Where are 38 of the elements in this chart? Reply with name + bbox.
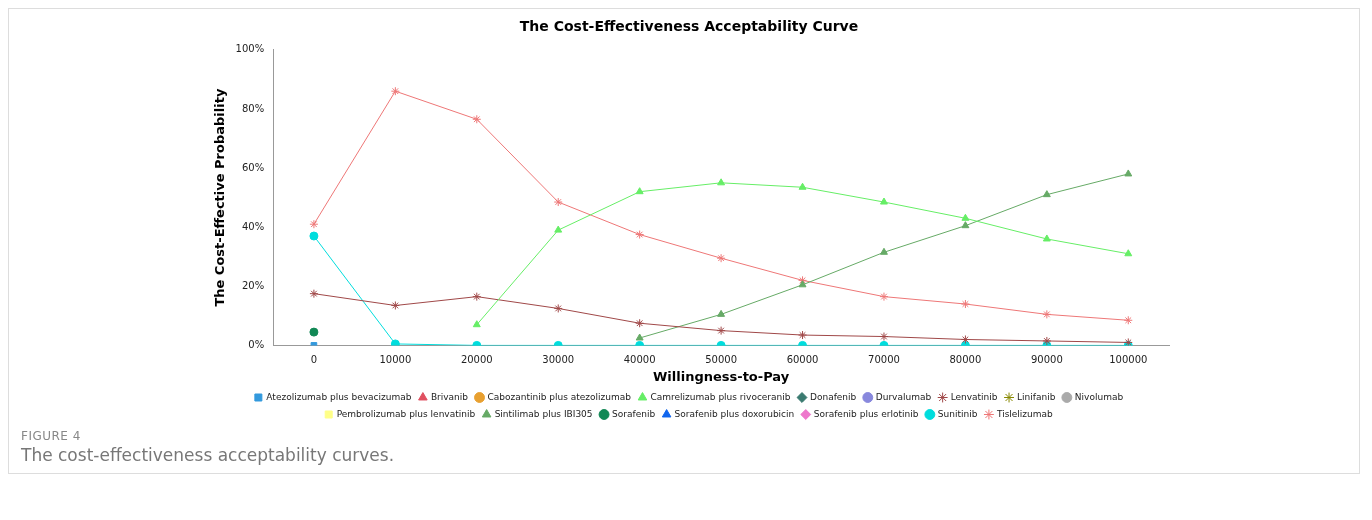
legend-label: Cabozantinib plus atezolizumab — [487, 391, 632, 402]
legend-label: Donafenib — [810, 391, 857, 402]
legend-label: Sintilimab plus IBI305 — [494, 408, 593, 419]
y-tick-label: 20% — [241, 279, 265, 291]
legend-label: Atezolizumab plus bevacizumab — [266, 391, 412, 402]
x-tick-label: 10000 — [379, 353, 412, 365]
x-tick-label: 0 — [310, 353, 318, 365]
caption: FIGURE 4 — [21, 429, 82, 443]
y-axis-title: The Cost-Effective Probability — [212, 88, 228, 307]
x-tick-label: 20000 — [460, 353, 493, 365]
x-axis-title: Willingness-to-Pay — [652, 368, 790, 384]
x-tick-label: 50000 — [705, 353, 737, 365]
x-tick-label: 60000 — [786, 353, 819, 365]
legend-label: Camrelizumab plus rivoceranib — [650, 391, 791, 402]
legend-label: Sunitinib — [937, 408, 978, 419]
x-tick-label: 30000 — [542, 353, 575, 365]
y-tick-label: 0% — [248, 338, 265, 350]
legend-label: Durvalumab — [875, 391, 932, 402]
x-tick-label: 100000 — [1109, 353, 1148, 365]
text: The cost-effectiveness acceptability curves. — [21, 445, 396, 465]
x-tick-label: 90000 — [1030, 353, 1063, 365]
legend-label: Linifanib — [1017, 391, 1056, 402]
x-tick-label: 70000 — [868, 353, 900, 365]
x-tick-label: 40000 — [623, 353, 656, 365]
legend-label: Nivolumab — [1074, 391, 1124, 402]
chart-title: The Cost-Effectiveness Acceptability Curve — [519, 18, 859, 35]
y-tick-label: 40% — [241, 220, 265, 232]
legend-label: Lenvatinib — [950, 391, 998, 402]
legend-label: Sorafenib — [612, 408, 656, 419]
y-tick-label: 60% — [241, 161, 265, 173]
legend-label: Tislelizumab — [995, 408, 1054, 419]
legend-label: Sorafenib plus doxorubicin — [674, 408, 795, 419]
x-tick-label: 80000 — [949, 353, 982, 365]
legend-label: Pembrolizumab plus lenvatinib — [336, 408, 476, 419]
y-tick-label: 80% — [241, 102, 265, 114]
y-tick-label: 100% — [235, 43, 265, 55]
legend-label: Sorafenib plus erlotinib — [813, 408, 919, 419]
legend-label: Brivanib — [430, 391, 469, 402]
